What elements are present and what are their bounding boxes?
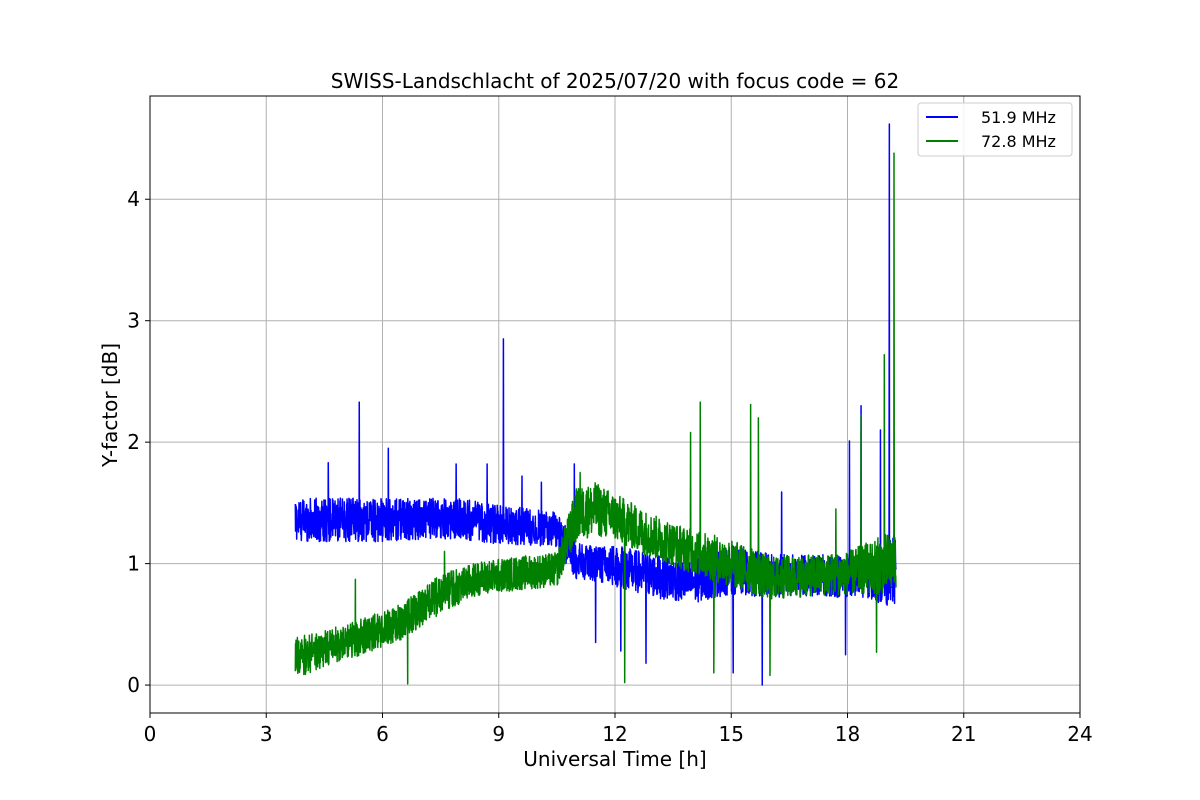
y-axis: 0 1 2 3 4	[127, 187, 150, 697]
y-tick-label: 4	[127, 187, 140, 211]
plot-area	[294, 123, 897, 686]
y-tick-label: 1	[127, 552, 140, 576]
series-line-2	[294, 152, 897, 685]
x-tick-label: 12	[602, 722, 627, 746]
legend-label: 51.9 MHz	[981, 108, 1056, 127]
x-tick-label: 9	[492, 722, 505, 746]
x-tick-label: 3	[260, 722, 273, 746]
x-axis: 0 3 6 9 12 15 18 21 24	[144, 713, 1093, 746]
x-tick-label: 6	[376, 722, 389, 746]
x-tick-label: 0	[144, 722, 157, 746]
x-tick-label: 24	[1067, 722, 1092, 746]
legend-label: 72.8 MHz	[981, 132, 1056, 151]
y-tick-label: 0	[127, 673, 140, 697]
y-axis-label: Y-factor [dB]	[98, 343, 122, 468]
y-tick-label: 3	[127, 309, 140, 333]
x-tick-label: 18	[835, 722, 860, 746]
legend: 51.9 MHz 72.8 MHz	[917, 102, 1073, 157]
x-tick-label: 21	[951, 722, 976, 746]
chart-title: SWISS-Landschlacht of 2025/07/20 with fo…	[331, 69, 899, 93]
x-tick-label: 15	[719, 722, 744, 746]
y-tick-label: 2	[127, 430, 140, 454]
x-axis-label: Universal Time [h]	[523, 747, 706, 771]
